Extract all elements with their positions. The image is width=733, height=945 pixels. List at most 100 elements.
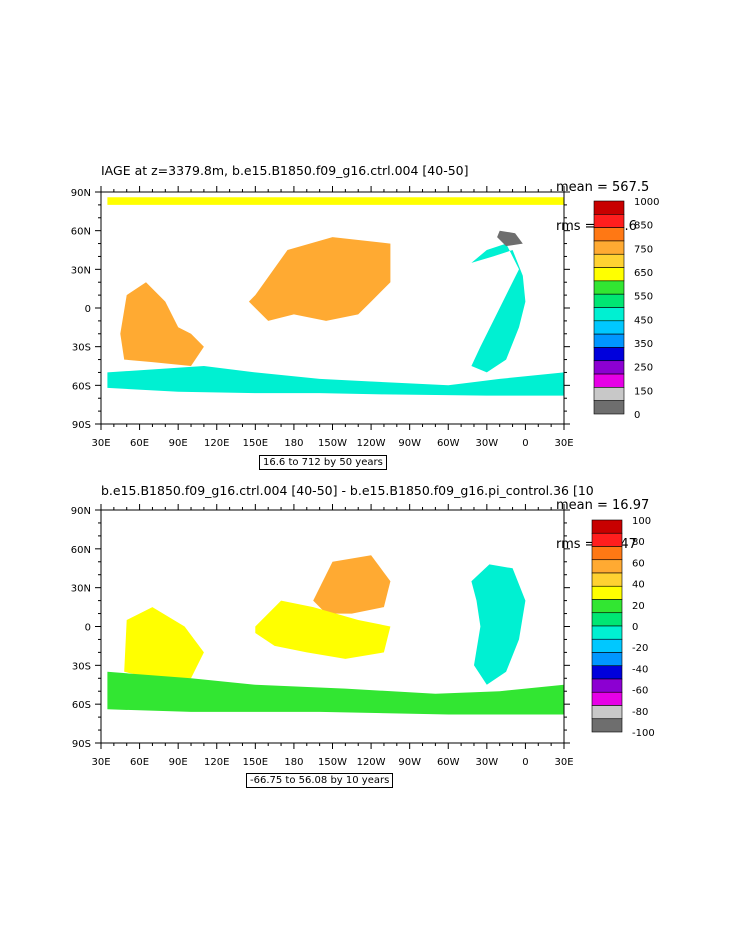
colorbar-swatch (591, 546, 623, 561)
colorbar-label: 40 (632, 580, 645, 591)
y-tick-label: 0 (85, 304, 91, 315)
region-atlantic (471, 243, 526, 373)
colorbar-label: 350 (634, 339, 653, 350)
colorbar-label: 60 (632, 558, 645, 569)
colorbar-label: 80 (632, 537, 645, 548)
y-tick-label: 30N (71, 265, 91, 276)
colorbar-label: -40 (632, 664, 648, 675)
map-chart: 30E 60E 90E 120E 150E 180 150W 120W 90W 60W 30W 0 30… (71, 504, 655, 768)
colorbar-label: 850 (634, 221, 653, 232)
colorbar-label: -20 (632, 643, 648, 654)
contour-info-box: 16.6 to 712 by 50 years (259, 455, 387, 470)
x-tick-label: 150E (243, 438, 268, 449)
x-tick-label: 90W (398, 438, 421, 449)
colorbar-label: 1000 (634, 197, 659, 208)
y-tick-label: 90S (72, 739, 91, 750)
colorbar-swatch (591, 665, 623, 680)
colorbar-swatch (591, 532, 623, 547)
map-fill-layer (107, 555, 565, 715)
mean-label: mean = 16.97 (556, 498, 650, 513)
colorbar-swatch (591, 612, 623, 627)
region-southern-ocean (107, 671, 565, 715)
x-tick-label: 30W (476, 757, 499, 768)
colorbar-label: -60 (632, 686, 648, 697)
colorbar-swatch (591, 599, 623, 614)
x-tick-label: 120E (204, 757, 229, 768)
y-tick-label: 90S (72, 420, 91, 431)
region-atlantic (471, 564, 526, 685)
panel-title: b.e15.B1850.f09_g16.ctrl.004 [40-50] - b… (101, 483, 594, 498)
colorbar-swatch (591, 572, 623, 587)
x-tick-label: 0 (522, 438, 528, 449)
y-tick-label: 60N (71, 227, 91, 238)
x-tick-label: 60W (437, 438, 460, 449)
x-tick-label: 150W (318, 757, 347, 768)
mean-label: mean = 567.5 (556, 180, 650, 195)
region-indian (120, 282, 204, 366)
region-indian (124, 607, 204, 679)
x-tick-label: 0 (522, 757, 528, 768)
x-tick-label: 30E (554, 438, 573, 449)
region-nordic-seas (497, 230, 523, 247)
region-pacific (248, 237, 391, 321)
colorbar: 1000 850 750 650 550 450 350 250 150 0 (593, 197, 659, 421)
y-tick-label: 30S (72, 343, 91, 354)
colorbar: 100 80 60 40 20 0 -20 -40 -60 -80 -100 (591, 516, 655, 739)
y-tick-label: 60S (72, 381, 91, 392)
panel-1: IAGE at z=3379.8m, b.e15.B1850.f09_g16.c… (71, 163, 659, 470)
x-tick-label: 30E (91, 757, 110, 768)
colorbar-label: 650 (634, 268, 653, 279)
x-tick-label: 150E (243, 757, 268, 768)
colorbar-label: 450 (634, 315, 653, 326)
x-tick-label: 180 (284, 438, 303, 449)
colorbar-swatch (591, 559, 623, 574)
colorbar-label: 550 (634, 292, 653, 303)
y-tick-label: 0 (85, 623, 91, 634)
colorbar-swatch (591, 638, 623, 653)
colorbar-swatch (591, 678, 623, 693)
map-fill-layer (107, 197, 565, 396)
colorbar-swatch (591, 585, 623, 600)
x-tick-label: 90E (169, 438, 188, 449)
y-tick-label: 60N (71, 545, 91, 556)
region-arctic (107, 197, 565, 205)
x-tick-label: 120E (204, 438, 229, 449)
colorbar-swatch (591, 718, 623, 733)
map-chart: 30E 60E 90E 120E 150E 180 150W 120W 90W 60W 30W 0 30… (71, 186, 659, 449)
x-tick-label: 90E (169, 757, 188, 768)
x-tick-label: 30E (91, 438, 110, 449)
colorbar-label: 100 (632, 516, 651, 527)
x-tick-label: 120W (357, 757, 386, 768)
y-tick-label: 30N (71, 584, 91, 595)
colorbar-label: -100 (632, 728, 655, 739)
region-tropical-pacific (255, 600, 391, 659)
colorbar-label: 750 (634, 244, 653, 255)
region-southern-ocean (107, 366, 565, 396)
x-tick-label: 30E (554, 757, 573, 768)
y-tick-label: 90N (71, 188, 91, 199)
panel-title: IAGE at z=3379.8m, b.e15.B1850.f09_g16.c… (101, 163, 469, 178)
colorbar-swatch (593, 400, 625, 415)
colorbar-label: 20 (632, 601, 645, 612)
colorbar-label: 0 (632, 622, 638, 633)
colorbar-swatch (591, 705, 623, 720)
colorbar-swatch (591, 691, 623, 706)
x-tick-label: 60E (130, 438, 149, 449)
region-north-pacific (313, 555, 391, 614)
y-tick-label: 30S (72, 661, 91, 672)
x-tick-label: 150W (318, 438, 347, 449)
x-tick-label: 60E (130, 757, 149, 768)
colorbar-label: 150 (634, 386, 653, 397)
y-tick-label: 60S (72, 700, 91, 711)
colorbar-label: 0 (634, 410, 640, 421)
colorbar-label: 250 (634, 363, 653, 374)
colorbar-swatch (591, 625, 623, 640)
x-tick-label: 90W (398, 757, 421, 768)
x-tick-label: 30W (476, 438, 499, 449)
colorbar-label: -80 (632, 707, 648, 718)
x-tick-label: 120W (357, 438, 386, 449)
x-tick-label: 60W (437, 757, 460, 768)
colorbar-swatch (591, 652, 623, 667)
y-tick-label: 90N (71, 506, 91, 517)
panel-2: b.e15.B1850.f09_g16.ctrl.004 [40-50] - b… (71, 483, 655, 788)
